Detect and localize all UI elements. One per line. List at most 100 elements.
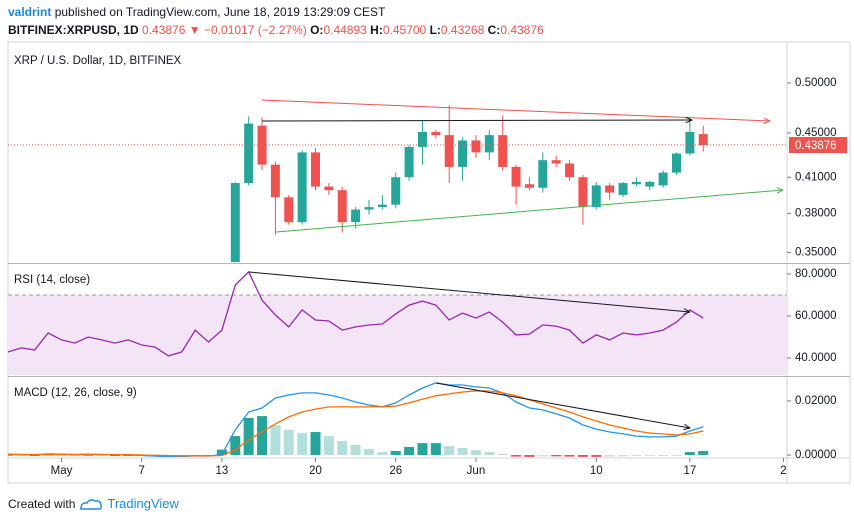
trendline[interactable] bbox=[275, 190, 783, 233]
histogram-bar bbox=[109, 455, 120, 457]
y-tick-label: 80.0000 bbox=[795, 268, 837, 280]
histogram-bar bbox=[270, 425, 281, 456]
y-tick-label: 0.38000 bbox=[795, 207, 837, 219]
histogram-bar bbox=[644, 455, 655, 457]
histogram-bar bbox=[684, 452, 695, 456]
quote-line: BITFINEX:XRPUSD, 1D 0.43876 ▼ −0.01017 (… bbox=[8, 21, 544, 39]
chart: XRP / U.S. Dollar, 1D, BITFINEX 0.50000 0.… bbox=[7, 41, 851, 484]
candle-body bbox=[230, 183, 240, 262]
brand[interactable]: TradingView bbox=[107, 496, 179, 511]
histogram-bar bbox=[658, 455, 669, 457]
price-label-box bbox=[789, 137, 847, 154]
y-tick-label: 0.02000 bbox=[795, 395, 837, 407]
trendline[interactable] bbox=[435, 382, 690, 428]
candle-body bbox=[364, 207, 374, 210]
last: 0.43876 bbox=[142, 23, 186, 37]
histogram-bar bbox=[8, 454, 13, 456]
candle-body bbox=[431, 131, 441, 136]
histogram-bar bbox=[69, 455, 80, 457]
trendline[interactable] bbox=[261, 120, 692, 121]
histogram-bar bbox=[350, 445, 361, 456]
drawings bbox=[248, 99, 783, 428]
histogram-bar bbox=[337, 440, 348, 456]
header: valdrint published on TradingView.com, J… bbox=[8, 3, 544, 39]
candle-body bbox=[538, 160, 548, 188]
histogram-bar bbox=[417, 443, 428, 456]
histogram-bar bbox=[537, 455, 548, 457]
pane-title: RSI (14, close) bbox=[14, 274, 90, 286]
candle-body bbox=[484, 135, 494, 153]
o-label: O: bbox=[310, 23, 324, 37]
footer: Created with TradingView bbox=[8, 496, 179, 511]
y-tick-label: 0.45000 bbox=[795, 127, 837, 139]
y-tick-label: 60.0000 bbox=[795, 310, 837, 322]
candle-body bbox=[631, 181, 641, 185]
pane bbox=[8, 382, 709, 457]
change: −0.01017 (−2.27%) bbox=[204, 23, 307, 37]
pane bbox=[8, 270, 787, 375]
o: 0.44893 bbox=[323, 23, 367, 37]
candle-body bbox=[404, 146, 414, 178]
candle-body bbox=[658, 172, 668, 186]
candle-body bbox=[337, 190, 347, 223]
histogram-bar bbox=[551, 455, 562, 457]
candle-body bbox=[551, 160, 561, 164]
x-tick-label: 20 bbox=[309, 465, 322, 477]
candle-body bbox=[244, 123, 254, 184]
candle-body bbox=[311, 152, 321, 187]
macd-line bbox=[8, 390, 704, 457]
candle-body bbox=[297, 152, 307, 223]
histogram-bar bbox=[618, 455, 629, 457]
y-tick-label: 0.00000 bbox=[795, 449, 837, 461]
price-label: 0.43876 bbox=[795, 140, 837, 152]
author[interactable]: valdrint bbox=[8, 5, 52, 19]
x-tick-label: Jun bbox=[467, 465, 486, 477]
candle-body bbox=[471, 140, 481, 153]
l: 0.43268 bbox=[440, 23, 485, 37]
candle-body bbox=[645, 181, 655, 187]
candle-body bbox=[324, 186, 334, 191]
candle-body bbox=[698, 134, 708, 146]
candle-body bbox=[605, 185, 615, 193]
histogram-bar bbox=[497, 453, 508, 456]
histogram-bar bbox=[323, 436, 334, 456]
c-label: C: bbox=[487, 23, 501, 37]
candle-body bbox=[270, 164, 280, 198]
logo bbox=[80, 498, 103, 510]
histogram-bar bbox=[257, 416, 268, 456]
candle-body bbox=[578, 177, 588, 208]
histogram-bar bbox=[591, 455, 602, 457]
candle-body bbox=[458, 140, 468, 167]
trendline[interactable] bbox=[261, 99, 770, 121]
candle-body bbox=[685, 131, 695, 154]
candle-body bbox=[444, 135, 454, 167]
x-tick-label: 26 bbox=[389, 465, 402, 477]
l-label: L: bbox=[429, 23, 441, 37]
publish-line: valdrint published on TradingView.com, J… bbox=[8, 3, 544, 21]
pane bbox=[230, 105, 708, 262]
candle-body bbox=[257, 125, 267, 165]
arrow: ▼ bbox=[188, 23, 201, 37]
histogram-bar bbox=[243, 417, 254, 456]
histogram-bar bbox=[631, 455, 642, 457]
histogram-bar bbox=[604, 455, 615, 457]
candle-body bbox=[565, 163, 575, 178]
x-tick-label: 7 bbox=[138, 465, 144, 477]
histogram-bar bbox=[310, 432, 321, 456]
published: published on TradingView.com, June 18, 2… bbox=[54, 5, 386, 19]
candle-body bbox=[391, 177, 401, 205]
histogram-bar bbox=[297, 433, 308, 456]
c: 0.43876 bbox=[500, 23, 544, 37]
histogram-bar bbox=[283, 429, 294, 456]
histogram-bar bbox=[29, 455, 40, 457]
y-tick-label: 0.41000 bbox=[795, 171, 837, 183]
histogram-bar bbox=[390, 450, 401, 456]
histogram-bar bbox=[83, 454, 94, 456]
y-tick-label: 40.0000 bbox=[795, 352, 837, 364]
histogram-bar bbox=[457, 447, 468, 456]
trendline[interactable] bbox=[248, 271, 690, 312]
pane-title: XRP / U.S. Dollar, 1D, BITFINEX bbox=[14, 55, 182, 67]
x-tick-label: 10 bbox=[590, 465, 603, 477]
rsi-line bbox=[8, 270, 704, 357]
